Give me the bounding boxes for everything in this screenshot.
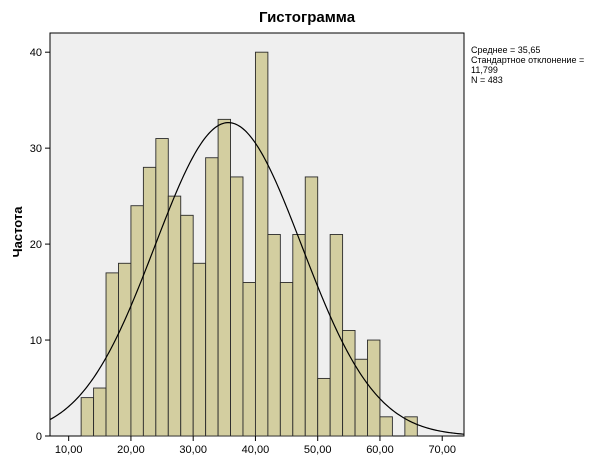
- histogram-bar: [254, 51, 269, 437]
- histogram-bar: [404, 416, 418, 437]
- histogram-bar: [217, 118, 231, 437]
- axes-group: 0 10 20 30 40 10,00 20,00 30,00 40,00 50,00 60,00 7…: [30, 47, 456, 456]
- stats-sd-value: 11,799: [471, 65, 498, 75]
- histogram-bar: [279, 282, 294, 437]
- histogram-bar: [118, 262, 132, 437]
- x-tick-label: 60,00: [366, 444, 394, 456]
- stats-n: N = 483: [471, 75, 503, 85]
- histogram-bar: [80, 397, 95, 437]
- histogram-bar: [142, 166, 157, 437]
- histogram-bar: [205, 157, 219, 437]
- x-tick-label: 10,00: [55, 444, 83, 456]
- histogram-bar: [167, 195, 182, 437]
- stats-mean: Среднее = 35,65: [471, 45, 540, 55]
- chart-title: Гистограмма: [259, 9, 356, 26]
- normal-curve: [49, 122, 465, 435]
- y-tick-label: 30: [30, 143, 42, 155]
- x-tick-label: 40,00: [242, 444, 270, 456]
- histogram-bar: [230, 176, 244, 437]
- stats-sd-label: Стандартное отклонение =: [471, 55, 584, 65]
- x-tick-label: 50,00: [304, 444, 332, 456]
- y-tick-label: 40: [30, 47, 42, 59]
- histogram-bar: [329, 234, 344, 437]
- histogram-bar: [130, 205, 144, 437]
- y-axis-label: Частота: [10, 206, 25, 258]
- histogram-bar: [354, 358, 368, 437]
- histogram-bar: [93, 387, 107, 437]
- x-tick-label: 20,00: [117, 444, 145, 456]
- histogram-bar: [292, 234, 306, 437]
- histogram-bar: [317, 377, 331, 437]
- histogram-bar: [155, 138, 169, 437]
- histogram-bar: [267, 234, 281, 437]
- x-tick-label: 30,00: [179, 444, 207, 456]
- histogram-bar: [379, 416, 393, 437]
- histogram-bar: [367, 339, 381, 437]
- y-tick-label: 10: [30, 335, 42, 347]
- histogram-bar: [304, 176, 319, 437]
- histogram-bar: [242, 282, 256, 437]
- histogram-bar: [180, 214, 194, 437]
- histogram-bar: [192, 262, 207, 437]
- y-tick-label: 0: [36, 431, 42, 443]
- y-tick-label: 20: [30, 239, 42, 251]
- x-tick-label: 70,00: [428, 444, 456, 456]
- stats-legend: Среднее = 35,65 Стандартное отклонение =…: [471, 45, 584, 85]
